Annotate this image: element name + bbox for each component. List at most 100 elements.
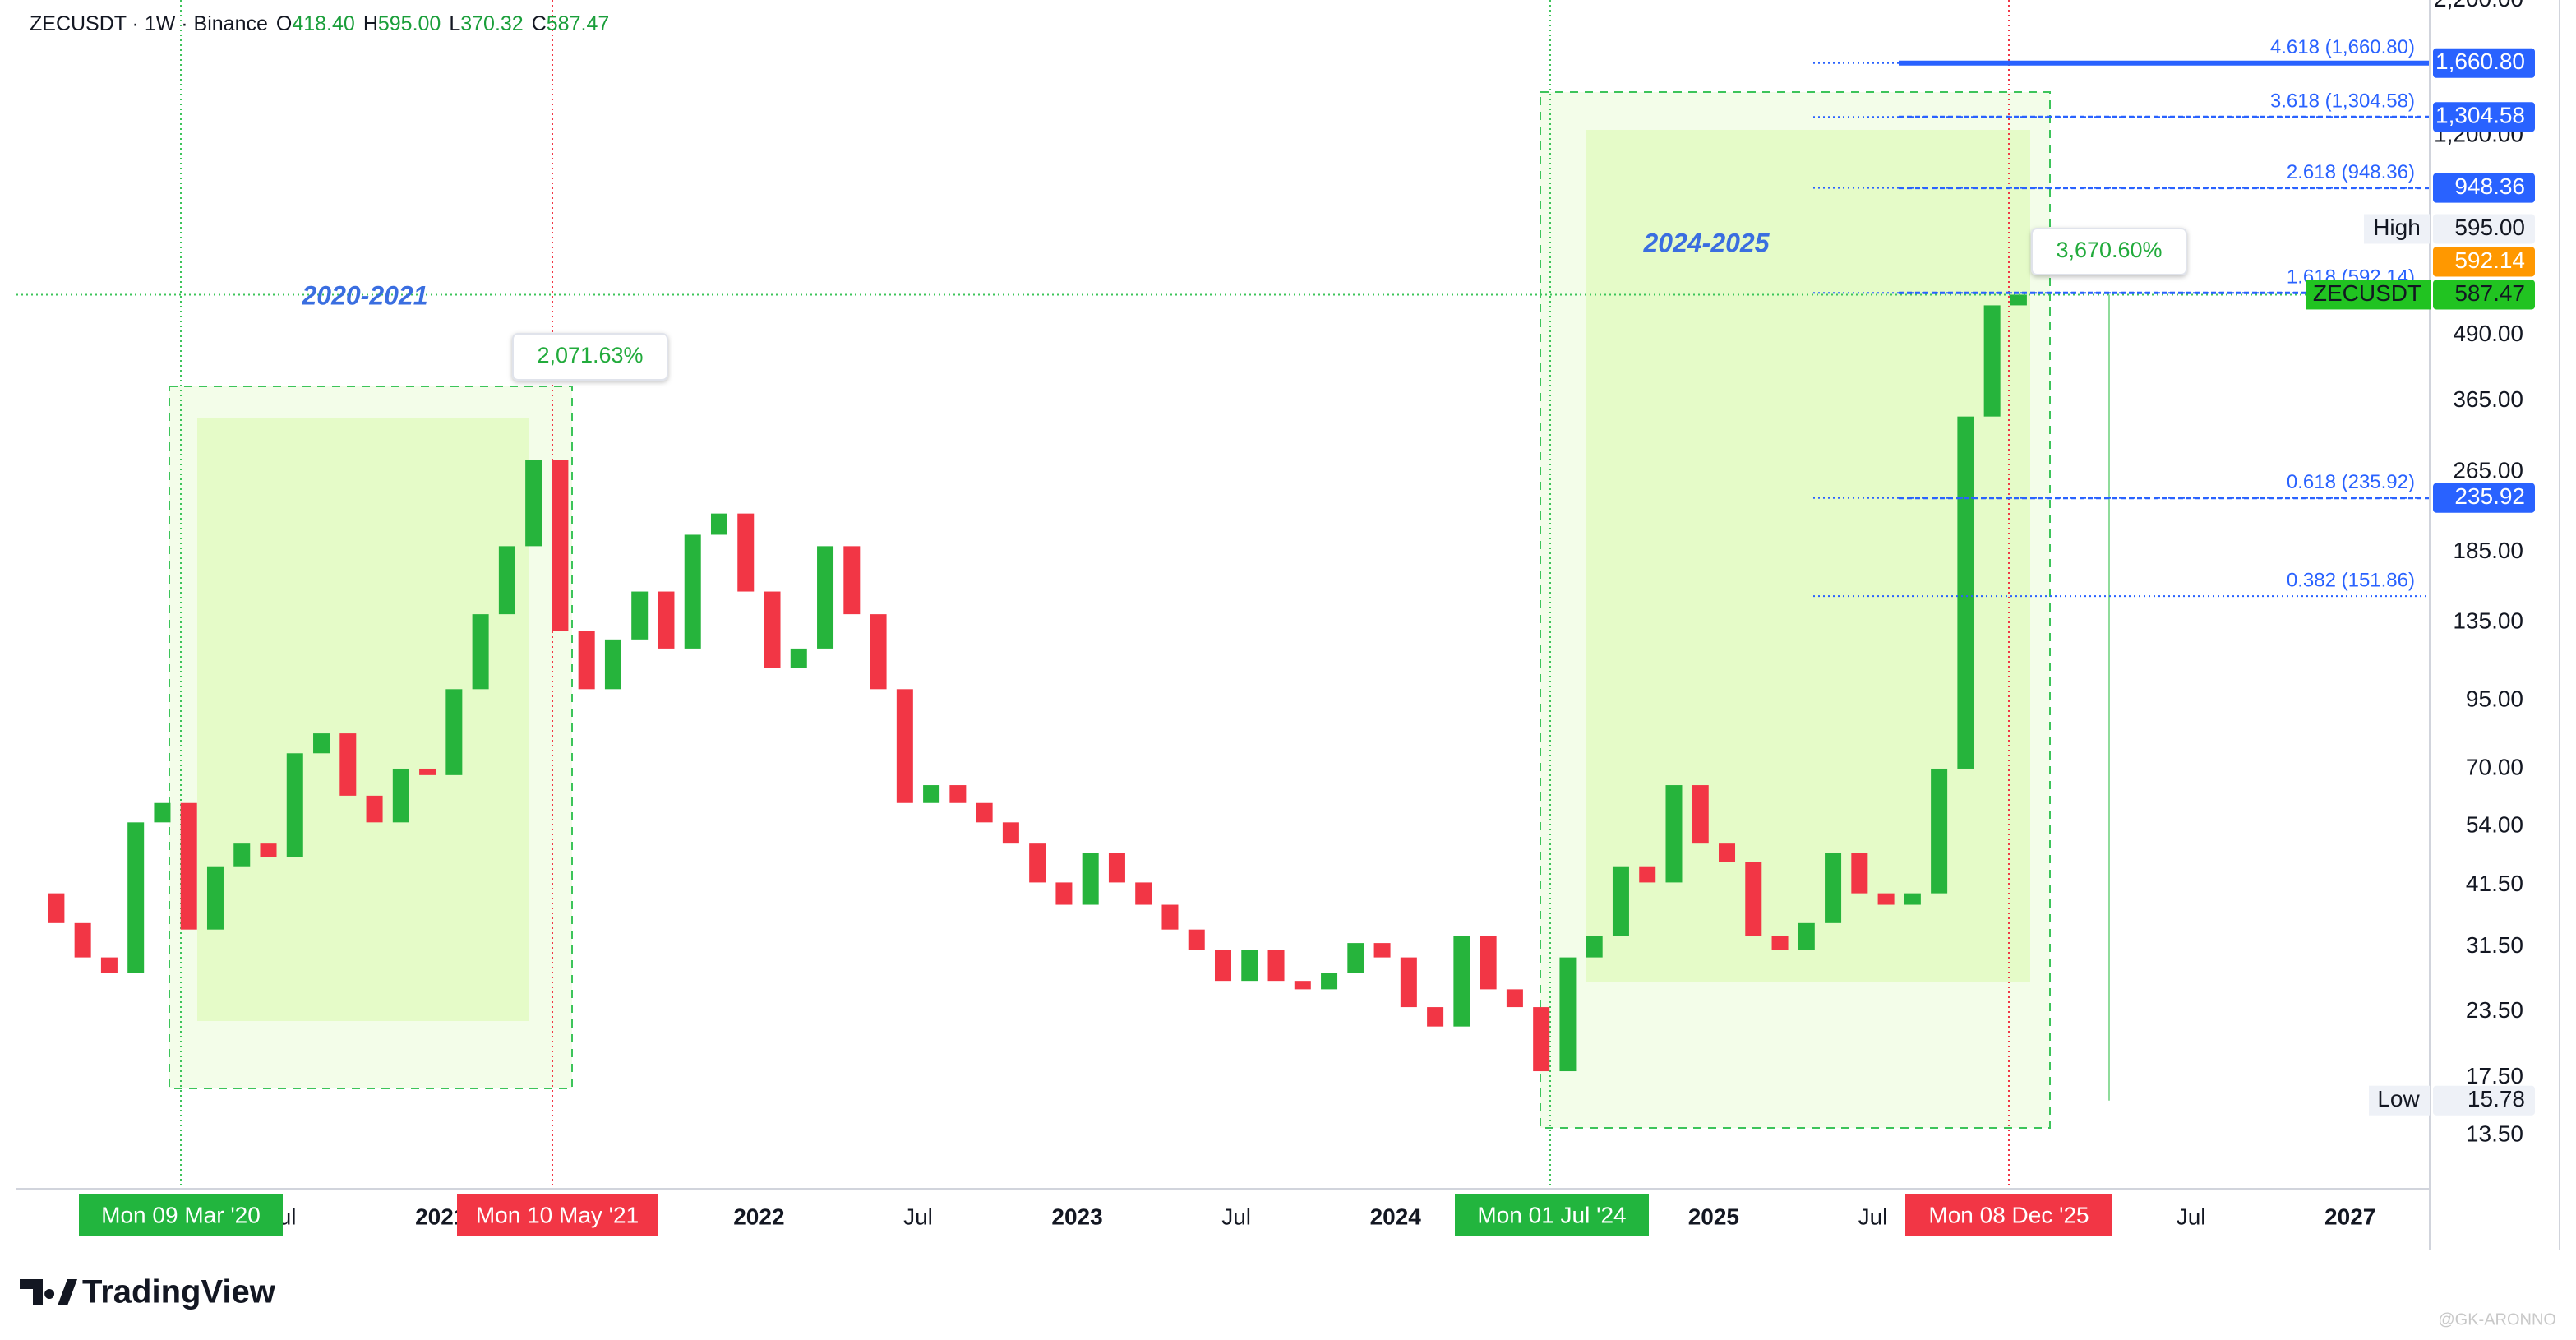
candle-body — [1612, 866, 1629, 936]
change-label: 2,071.63% — [537, 343, 643, 367]
event-label: Mon 10 May '21 — [476, 1202, 639, 1227]
candle-body — [286, 753, 303, 857]
logo: TradingView — [20, 1274, 276, 1310]
candle-body — [552, 460, 569, 631]
candle-body — [1029, 843, 1046, 883]
candle-body — [1214, 950, 1232, 982]
candle-body — [127, 822, 145, 973]
candle-body — [1241, 950, 1258, 982]
ohlc-key: C — [532, 12, 547, 35]
event-label: Mon 08 Dec '25 — [1928, 1202, 2089, 1227]
candle-body — [604, 639, 621, 690]
price-tag-label: 15.78 — [2468, 1086, 2525, 1111]
watermark: @GK-ARONNO — [2438, 1310, 2556, 1328]
ohlc-value: 418.40 — [292, 12, 354, 35]
price-tag-label: 235.92 — [2454, 483, 2525, 509]
ohlc-value: 595.00 — [378, 12, 441, 35]
price-tag — [2433, 280, 2535, 310]
candle-body — [843, 546, 861, 615]
candle-body — [1877, 893, 1895, 905]
range-fill — [197, 418, 529, 1021]
fib-label: 3.618 (1,304.58) — [2270, 90, 2415, 113]
candle-body — [1188, 929, 1205, 950]
candle-body — [1002, 822, 1019, 844]
price-tag — [2433, 483, 2535, 513]
candle-body — [472, 614, 489, 690]
candle-body — [1135, 882, 1152, 905]
price-tag — [2433, 1085, 2535, 1116]
candle-body — [392, 768, 409, 823]
header: ZECUSDT · 1W · Binance O418.40 H595.00 L370… — [30, 12, 609, 35]
name-tag — [2364, 214, 2430, 244]
x-tick-label: 2022 — [733, 1204, 784, 1229]
candle-body — [1373, 943, 1391, 958]
price-tag-label: 1,304.58 — [2435, 103, 2525, 128]
price-tag-label: 948.36 — [2454, 173, 2525, 199]
candle-body — [313, 733, 330, 754]
candle-body — [525, 460, 542, 547]
ohlc-value: 370.32 — [460, 12, 523, 35]
name-tag-label: High — [2373, 215, 2421, 240]
candle-body — [180, 802, 197, 930]
candle-body — [419, 768, 436, 775]
candle-body — [1161, 904, 1179, 930]
y-tick-label: 365.00 — [2453, 386, 2523, 412]
fib-label: 2.618 (948.36) — [2287, 161, 2415, 183]
candle-body — [817, 546, 834, 649]
x-tick-label: Jul — [2177, 1204, 2206, 1229]
candle-body — [1719, 843, 1736, 862]
logo-icon — [20, 1279, 77, 1305]
range-fill — [1586, 130, 2030, 982]
candle-body — [710, 513, 727, 535]
candle-body — [1480, 936, 1497, 990]
price-tag — [2433, 247, 2535, 277]
candle-body — [1983, 305, 2001, 417]
x-tick-label: Jul — [1858, 1204, 1888, 1229]
symbol: ZECUSDT · 1W · Binance — [30, 12, 268, 35]
y-tick-label: 31.50 — [2466, 932, 2523, 958]
price-tag — [2433, 214, 2535, 244]
candle-body — [1957, 416, 1974, 769]
ohlc-key: O — [276, 12, 292, 35]
candles — [48, 294, 2027, 1072]
name-tag — [2369, 1085, 2430, 1116]
axes: 2,200.001,200.00490.00365.00265.00185.00… — [79, 0, 2535, 1236]
y-tick-label: 13.50 — [2466, 1121, 2523, 1146]
change-label: 3,670.60% — [2056, 238, 2162, 262]
name-tag-label: ZECUSDT — [2313, 280, 2421, 306]
candle-body — [1586, 936, 1603, 958]
candle-body — [896, 689, 913, 803]
candle-body — [684, 534, 701, 649]
price-tag-label: 592.14 — [2454, 247, 2525, 273]
candle-body — [1692, 785, 1709, 844]
x-tick-label: Jul — [903, 1204, 933, 1229]
y-tick-label: 490.00 — [2453, 321, 2523, 346]
candle-body — [737, 513, 755, 592]
x-axis-bg — [0, 1189, 2576, 1255]
candle-body — [260, 843, 277, 857]
price-tag-label: 595.00 — [2454, 215, 2525, 240]
candle-body — [1533, 1007, 1550, 1072]
y-tick-label: 95.00 — [2466, 686, 2523, 712]
candle-body — [1267, 950, 1285, 982]
price-tag — [2433, 173, 2535, 203]
fib-label: 0.618 (235.92) — [2287, 471, 2415, 493]
candle-body — [498, 546, 515, 615]
candle-body — [206, 866, 224, 930]
price-tag — [2433, 102, 2535, 132]
y-tick-label: 265.00 — [2453, 458, 2523, 483]
y-tick-label: 41.50 — [2466, 871, 2523, 896]
name-tag-label: Low — [2377, 1086, 2420, 1111]
candle-body — [1825, 853, 1842, 923]
ohlc-key: L — [449, 12, 460, 35]
candle-body — [1082, 853, 1099, 905]
candle-body — [658, 591, 675, 649]
candle-body — [1453, 936, 1470, 1027]
candle-body — [366, 795, 383, 823]
price-tag — [2433, 48, 2535, 78]
candle-body — [154, 802, 171, 823]
candle-body — [100, 957, 118, 973]
event-box — [1905, 1194, 2112, 1236]
